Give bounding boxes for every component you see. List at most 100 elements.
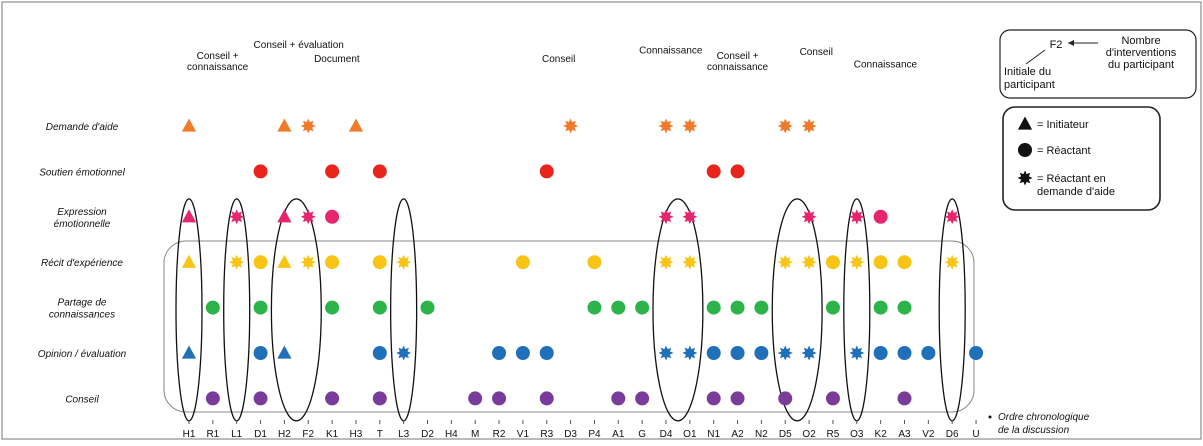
mark-star-D5-opinion [777,345,793,361]
mark-circle-V1-opinion [515,346,530,360]
category-label-recit-line: Récit d'expérience [41,258,123,269]
participant-D3: D3 [564,429,577,440]
mark-circle-R5-recit [825,255,840,270]
mark-circle-D1-opinion [253,346,268,360]
mark-circle-A2-opinion [730,346,745,360]
mark-circle-K2-expression [873,209,888,224]
mark-triangle-H3-demande [348,118,364,132]
mark-star-L3-recit [396,254,412,270]
mark-circle-N1-partage [706,300,721,315]
mark-circle-T-conseil [372,391,387,406]
mark-star-D4-demande [658,118,674,134]
mark-star-F2-recit [300,254,316,270]
participant-O2: O2 [802,429,816,440]
mark-circle-T-soutien [372,164,387,179]
annotation-label-line: connaissance [187,62,249,73]
legend-star-icon [1017,170,1033,186]
mark-star-O3-expression [849,209,865,225]
legend-count-label-line: du participant [1108,59,1174,71]
legend-shapes-box [1002,106,1161,211]
mark-triangle-H1-opinion [181,345,197,359]
annotation-label: Conseil [542,54,575,65]
mark-star-O3-recit [849,254,865,270]
participant-K2: K2 [875,429,888,440]
group-ellipse [652,198,704,422]
mark-circle-K1-expression [325,209,340,224]
mark-star-D6-recit [944,254,960,270]
mark-star-D4-opinion [658,345,674,361]
mark-circle-D5-conseil [778,391,793,406]
mark-circle-V2-opinion [921,346,936,360]
legend-count-label: Nombre d'interventions du participant [1106,35,1177,71]
legend-count-label-line: d'interventions [1106,47,1177,59]
legend-initial-label: Initiale du participant [1004,66,1055,91]
legend-star-label: = Réactant en demande d'aide [1037,173,1115,198]
mark-triangle-H1-recit [181,254,197,268]
mark-triangle-H2-recit [277,254,292,268]
group-ellipse [389,198,418,422]
mark-star-O1-recit [682,254,698,270]
groups [175,198,966,422]
mark-star-D5-demande [777,118,793,134]
legend-initial-label-line: participant [1004,79,1055,91]
annotation-label: Conseil + évaluation [254,40,344,51]
participant-H1: H1 [183,429,196,440]
category-label-partage: Partage de connaissances [49,298,115,321]
participant-A2: A2 [731,429,744,440]
mark-star-D5-recit [777,254,793,270]
participant-V1: V1 [517,429,530,440]
legend-triangle-icon [1017,116,1033,130]
participant-D1: D1 [254,429,267,440]
mark-triangle-H2-demande [277,118,292,132]
participant-K1: K1 [326,429,339,440]
mark-circle-A1-conseil [611,391,626,406]
mark-circle-A1-partage [611,300,626,315]
mark-circle-R5-partage [825,300,840,315]
mark-star-D4-expression [658,209,674,225]
axis-label-text-line: Ordre chronologique [998,412,1090,423]
mark-circle-D1-conseil [253,391,268,406]
mark-circle-G-conseil [635,391,650,406]
mark-circle-R2-opinion [492,346,507,360]
mark-circle-A2-conseil [730,391,745,406]
annotation-label-line: Conseil + [197,51,239,62]
participant-A3: A3 [898,429,911,440]
mark-star-O2-recit [801,254,817,270]
participant-U: U [972,429,979,440]
legend-code: F2 [1050,39,1063,51]
participant-L1: L1 [231,429,243,440]
annotation-label: Conseil + connaissance [187,51,249,73]
category-label-recit: Récit d'expérience [41,258,123,269]
annotation-label-line: Connaissance [639,46,703,57]
participant-R2: R2 [493,429,506,440]
legend-circle-label: = Réactant [1037,145,1091,157]
participant-N2: N2 [755,429,768,440]
mark-triangle-H1-expression [181,209,197,223]
mark-circle-D1-soutien [253,164,268,179]
annotations: Conseil + évaluation Conseil + connaissanc… [187,40,918,73]
mark-star-O1-opinion [682,345,698,361]
mark-circle-N1-opinion [706,346,721,360]
participant-P4: P4 [588,429,601,440]
group-ellipse [843,198,871,422]
mark-circle-D2-partage [420,300,435,315]
participant-F2: F2 [302,429,314,440]
mark-circle-A2-soutien [730,164,745,179]
category-label-partage-line: connaissances [49,310,115,321]
annotation-label-line: Conseil + évaluation [254,40,344,51]
legend-circle-icon [1018,143,1032,157]
mark-star-L3-opinion [396,345,412,361]
mark-circle-P4-partage [587,300,602,315]
mark-circle-D1-recit [253,255,268,270]
annotation-label-line: Conseil [542,54,575,65]
mark-circle-R2-conseil [492,391,507,406]
category-label-partage-line: Partage de [58,298,107,309]
category-label-soutien: Soutien émotionnel [39,167,125,178]
legend-count-label-line: Nombre [1121,35,1160,47]
mark-circle-V1-recit [515,255,530,270]
mark-circle-K2-partage [873,300,888,315]
participant-O1: O1 [683,429,697,440]
mark-circle-T-recit [372,255,387,270]
